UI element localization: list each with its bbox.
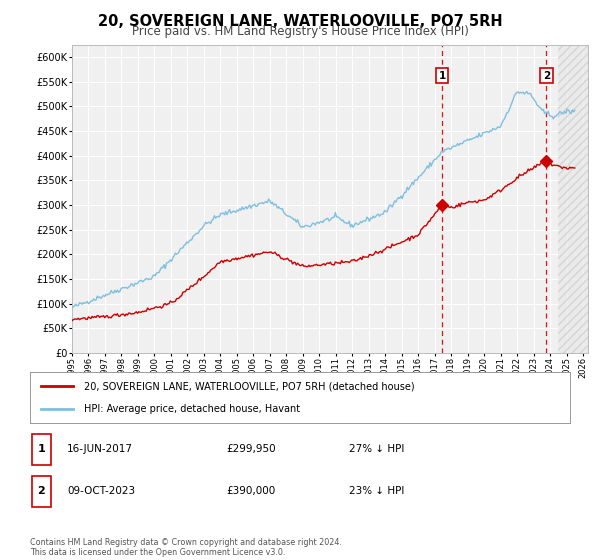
Text: 20, SOVEREIGN LANE, WATERLOOVILLE, PO7 5RH: 20, SOVEREIGN LANE, WATERLOOVILLE, PO7 5… xyxy=(98,14,502,29)
Text: 2: 2 xyxy=(542,71,550,81)
Text: 2: 2 xyxy=(38,487,45,496)
Text: 1: 1 xyxy=(38,445,45,454)
Text: Contains HM Land Registry data © Crown copyright and database right 2024.
This d: Contains HM Land Registry data © Crown c… xyxy=(30,538,342,557)
Bar xyxy=(559,45,588,353)
Text: 27% ↓ HPI: 27% ↓ HPI xyxy=(349,445,405,454)
Text: 09-OCT-2023: 09-OCT-2023 xyxy=(67,487,136,496)
Bar xyxy=(32,434,51,465)
Bar xyxy=(32,476,51,507)
Text: 1: 1 xyxy=(439,71,446,81)
Text: 20, SOVEREIGN LANE, WATERLOOVILLE, PO7 5RH (detached house): 20, SOVEREIGN LANE, WATERLOOVILLE, PO7 5… xyxy=(84,381,415,391)
Text: 23% ↓ HPI: 23% ↓ HPI xyxy=(349,487,405,496)
Text: £390,000: £390,000 xyxy=(226,487,275,496)
Text: Price paid vs. HM Land Registry's House Price Index (HPI): Price paid vs. HM Land Registry's House … xyxy=(131,25,469,38)
Text: HPI: Average price, detached house, Havant: HPI: Average price, detached house, Hava… xyxy=(84,404,300,414)
Text: £299,950: £299,950 xyxy=(226,445,276,454)
Text: 16-JUN-2017: 16-JUN-2017 xyxy=(67,445,133,454)
